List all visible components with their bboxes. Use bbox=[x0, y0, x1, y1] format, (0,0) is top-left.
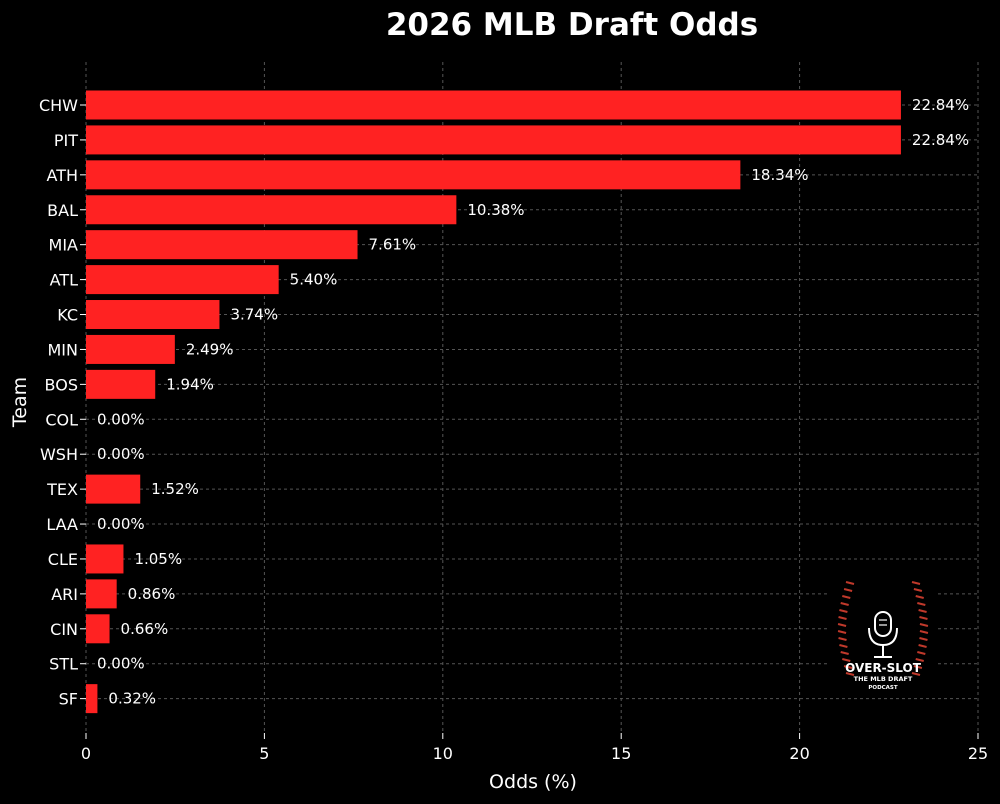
y-tick-label-bal: BAL bbox=[47, 201, 78, 220]
seam-stitch bbox=[917, 602, 926, 606]
seam-stitch bbox=[838, 637, 847, 641]
y-tick-label-laa: LAA bbox=[46, 515, 78, 534]
bar-chw bbox=[86, 90, 901, 120]
y-tick-label-cle: CLE bbox=[48, 550, 78, 569]
data-label-chw: 22.84% bbox=[912, 96, 969, 114]
seam-stitch bbox=[918, 609, 927, 613]
data-label-min: 2.49% bbox=[186, 340, 234, 358]
bar-atl bbox=[86, 265, 279, 295]
data-label-ath: 18.34% bbox=[751, 166, 808, 184]
data-label-cle: 1.05% bbox=[134, 550, 182, 568]
bar-bos bbox=[86, 369, 156, 399]
over-slot-logo: OVER-SLOT THE MLB DRAFT PODCAST bbox=[828, 575, 938, 693]
seam-stitch bbox=[911, 672, 921, 676]
y-tick-label-ath: ATH bbox=[46, 166, 78, 185]
data-label-atl: 5.40% bbox=[290, 271, 338, 289]
chart-title: 2026 MLB Draft Odds bbox=[386, 7, 758, 43]
y-tick-label-col: COL bbox=[45, 410, 78, 429]
bar-bal bbox=[86, 195, 457, 225]
y-tick-label-pit: PIT bbox=[54, 131, 78, 150]
seam-stitch bbox=[918, 644, 927, 648]
y-tick-label-ari: ARI bbox=[51, 585, 78, 604]
bar-ath bbox=[86, 160, 741, 190]
data-label-pit: 22.84% bbox=[912, 131, 969, 149]
bar-cin bbox=[86, 614, 110, 644]
bars: 22.84% 22.84% 18.34% 10.38% 7.61% 5.40% 3.74% 2… bbox=[86, 90, 969, 714]
seam-stitch bbox=[843, 588, 853, 592]
y-tick-label-chw: CHW bbox=[39, 96, 78, 115]
data-label-bos: 1.94% bbox=[166, 375, 214, 393]
logo-title: OVER-SLOT bbox=[845, 661, 922, 675]
data-label-col: 0.00% bbox=[97, 410, 145, 428]
data-label-wsh: 0.00% bbox=[97, 445, 145, 463]
data-label-tex: 1.52% bbox=[151, 480, 199, 498]
x-tick-label: 15 bbox=[611, 744, 631, 763]
seam-stitch bbox=[919, 616, 928, 620]
seam-stitch bbox=[919, 630, 929, 634]
seam-stitch bbox=[840, 602, 849, 606]
seam-stitch bbox=[840, 651, 849, 655]
baseball-seams-icon bbox=[837, 581, 929, 676]
y-tick-label-sf: SF bbox=[59, 690, 78, 709]
seam-stitch bbox=[913, 665, 923, 669]
bar-min bbox=[86, 334, 175, 364]
y-tick-label-min: MIN bbox=[48, 340, 79, 359]
bar-kc bbox=[86, 300, 220, 330]
bar-cle bbox=[86, 544, 124, 574]
data-label-cin: 0.66% bbox=[121, 620, 169, 638]
data-label-bal: 10.38% bbox=[467, 201, 524, 219]
seam-stitch bbox=[845, 672, 855, 676]
bar-mia bbox=[86, 230, 358, 260]
seam-stitch bbox=[915, 658, 924, 662]
seam-stitch bbox=[911, 581, 921, 585]
seam-stitch bbox=[915, 595, 924, 599]
y-tick-label-wsh: WSH bbox=[40, 445, 78, 464]
y-tick-label-bos: BOS bbox=[45, 375, 78, 394]
seam-stitch bbox=[919, 637, 928, 641]
y-tick-label-kc: KC bbox=[57, 306, 78, 325]
data-label-sf: 0.32% bbox=[108, 690, 156, 708]
bar-sf bbox=[86, 684, 98, 714]
seam-stitch bbox=[919, 623, 929, 627]
x-tick-label: 0 bbox=[81, 744, 91, 763]
x-axis: 0 5 10 15 20 25 bbox=[81, 733, 988, 763]
y-axis-label: Team bbox=[9, 377, 31, 428]
data-label-ari: 0.86% bbox=[128, 585, 176, 603]
seam-stitch bbox=[842, 658, 851, 662]
data-label-laa: 0.00% bbox=[97, 515, 145, 533]
x-tick-label: 25 bbox=[968, 744, 988, 763]
data-label-kc: 3.74% bbox=[230, 306, 278, 324]
x-axis-label: Odds (%) bbox=[489, 771, 577, 793]
bar-tex bbox=[86, 474, 141, 504]
logo-subtitle-1: THE MLB DRAFT bbox=[854, 675, 913, 683]
logo-subtitle-2: PODCAST bbox=[868, 685, 898, 691]
seam-stitch bbox=[845, 581, 855, 585]
y-tick-label-atl: ATL bbox=[50, 271, 78, 290]
x-tick-label: 5 bbox=[259, 744, 269, 763]
data-label-stl: 0.00% bbox=[97, 655, 145, 673]
seam-stitch bbox=[837, 630, 847, 634]
y-tick-label-mia: MIA bbox=[49, 236, 79, 255]
y-tick-label-stl: STL bbox=[49, 655, 78, 674]
x-tick-label: 20 bbox=[789, 744, 809, 763]
y-tick-label-cin: CIN bbox=[50, 620, 78, 639]
seam-stitch bbox=[917, 651, 926, 655]
bar-ari bbox=[86, 579, 117, 609]
bar-pit bbox=[86, 125, 901, 155]
seam-stitch bbox=[838, 616, 847, 620]
seam-stitch bbox=[843, 665, 853, 669]
seam-stitch bbox=[839, 644, 848, 648]
y-axis: CHW PIT ATH BAL MIA ATL KC MIN BOS COL WSH TEX LAA CL… bbox=[39, 96, 86, 709]
seam-stitch bbox=[842, 595, 851, 599]
y-tick-label-tex: TEX bbox=[46, 480, 78, 499]
data-label-mia: 7.61% bbox=[369, 236, 417, 254]
x-tick-label: 10 bbox=[433, 744, 453, 763]
seam-stitch bbox=[837, 623, 847, 627]
seam-stitch bbox=[913, 588, 923, 592]
seam-stitch bbox=[839, 609, 848, 613]
microphone-icon bbox=[868, 611, 898, 658]
